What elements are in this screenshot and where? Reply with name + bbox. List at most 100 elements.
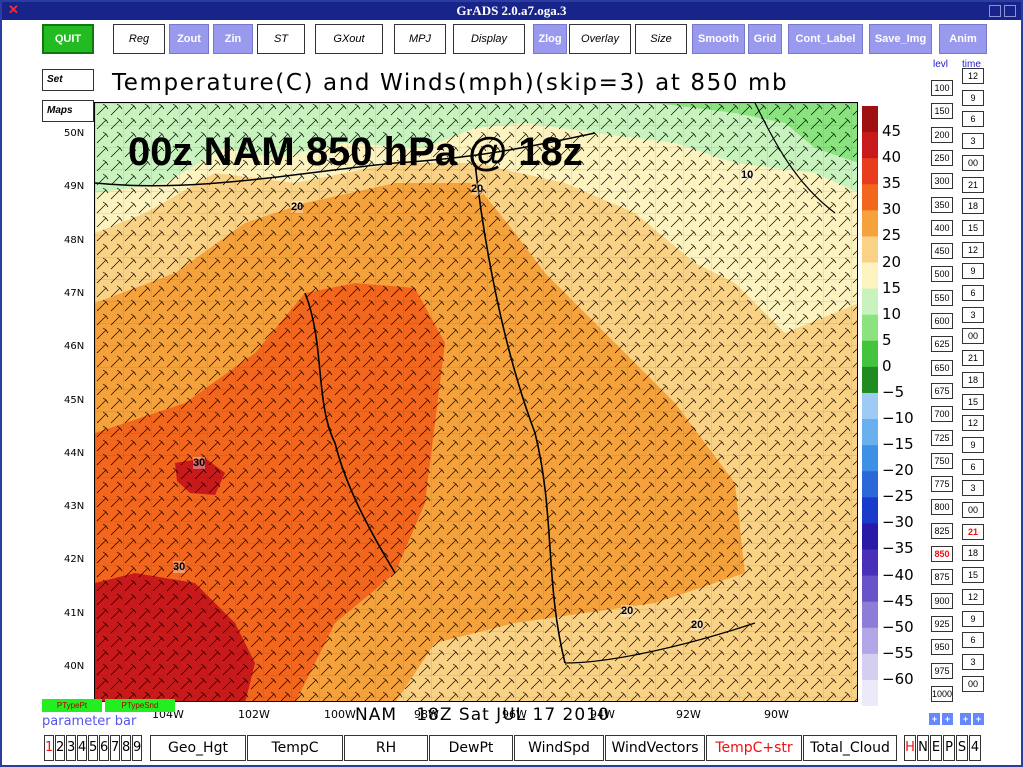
level-900-button[interactable]: 900 — [931, 592, 953, 609]
maximize-icon[interactable] — [1004, 5, 1016, 17]
time-6-button[interactable]: 6 — [962, 111, 984, 128]
level-200-button[interactable]: 200 — [931, 126, 953, 143]
toolbar-display-button[interactable]: Display — [453, 24, 525, 54]
level-prev-button[interactable]: + — [929, 713, 940, 725]
time-18-button[interactable]: 18 — [962, 371, 984, 388]
toolbar-grid-button[interactable]: Grid — [748, 24, 782, 54]
level-250-button[interactable]: 250 — [931, 149, 953, 166]
level-775-button[interactable]: 775 — [931, 476, 953, 493]
time-3-button[interactable]: 3 — [962, 133, 984, 150]
toolbar-zlog-button[interactable]: Zlog — [533, 24, 567, 54]
toolbar-st-button[interactable]: ST — [257, 24, 305, 54]
time-9-button[interactable]: 9 — [962, 263, 984, 280]
time-00-button[interactable]: 00 — [962, 154, 984, 171]
level-850-button[interactable]: 850 — [931, 546, 953, 562]
level-750-button[interactable]: 750 — [931, 452, 953, 469]
param-rh-button[interactable]: RH — [344, 735, 428, 761]
digit-2-button[interactable]: 2 — [55, 735, 65, 761]
time-6-button[interactable]: 6 — [962, 285, 984, 301]
level-300-button[interactable]: 300 — [931, 173, 953, 190]
param-tempc-button[interactable]: TempC — [247, 735, 343, 761]
time-18-button[interactable]: 18 — [962, 545, 984, 562]
param-geo-hgt-button[interactable]: Geo_Hgt — [150, 735, 246, 761]
digit-6-button[interactable]: 6 — [99, 735, 109, 761]
toolbar-size-button[interactable]: Size — [635, 24, 687, 54]
toolbar-gxout-button[interactable]: GXout — [315, 24, 383, 54]
minimize-icon[interactable] — [989, 5, 1001, 17]
digit-1-button[interactable]: 1 — [44, 735, 54, 761]
time-3-button[interactable]: 3 — [962, 306, 984, 323]
digit-7-button[interactable]: 7 — [110, 735, 120, 761]
digit-4-button[interactable]: 4 — [77, 735, 87, 761]
time-9-button[interactable]: 9 — [962, 610, 984, 627]
time-12-button[interactable]: 12 — [962, 241, 984, 258]
maps-button[interactable]: Maps — [42, 100, 94, 122]
level-875-button[interactable]: 875 — [931, 569, 953, 586]
time-21-button[interactable]: 21 — [962, 350, 984, 367]
level-725-button[interactable]: 725 — [931, 429, 953, 446]
mode-e-button[interactable]: E — [930, 735, 942, 761]
level-600-button[interactable]: 600 — [931, 313, 953, 329]
digit-8-button[interactable]: 8 — [121, 735, 131, 761]
level-500-button[interactable]: 500 — [931, 266, 953, 283]
level-100-button[interactable]: 100 — [931, 80, 953, 96]
time-3-button[interactable]: 3 — [962, 653, 984, 670]
ptype-snd-button[interactable]: PTypeSnd — [105, 699, 175, 712]
time-9-button[interactable]: 9 — [962, 89, 984, 106]
time-12-button[interactable]: 12 — [962, 68, 984, 84]
level-625-button[interactable]: 625 — [931, 336, 953, 353]
time-prev-button[interactable]: + — [960, 713, 971, 725]
time-6-button[interactable]: 6 — [962, 458, 984, 475]
toolbar-zin-button[interactable]: Zin — [213, 24, 253, 54]
time-15-button[interactable]: 15 — [962, 393, 984, 410]
time-18-button[interactable]: 18 — [962, 198, 984, 215]
toolbar-anim-button[interactable]: Anim — [939, 24, 987, 54]
mode-s-button[interactable]: S — [956, 735, 968, 761]
toolbar-zout-button[interactable]: Zout — [169, 24, 209, 54]
time-15-button[interactable]: 15 — [962, 219, 984, 236]
time-00-button[interactable]: 00 — [962, 675, 984, 692]
time-21-button[interactable]: 21 — [962, 523, 984, 540]
level-800-button[interactable]: 800 — [931, 499, 953, 516]
digit-5-button[interactable]: 5 — [88, 735, 98, 761]
level-675-button[interactable]: 675 — [931, 382, 953, 399]
time-21-button[interactable]: 21 — [962, 176, 984, 193]
param-dewpt-button[interactable]: DewPt — [429, 735, 513, 761]
level-400-button[interactable]: 400 — [931, 219, 953, 236]
mode-p-button[interactable]: P — [943, 735, 955, 761]
toolbar-quit-button[interactable]: QUIT — [42, 24, 94, 54]
time-00-button[interactable]: 00 — [962, 502, 984, 518]
time-9-button[interactable]: 9 — [962, 436, 984, 453]
param-tempc-str-button[interactable]: TempC+str — [706, 735, 802, 761]
digit-3-button[interactable]: 3 — [66, 735, 76, 761]
level-700-button[interactable]: 700 — [931, 406, 953, 423]
param-windspd-button[interactable]: WindSpd — [514, 735, 604, 761]
level-825-button[interactable]: 825 — [931, 522, 953, 539]
toolbar-reg-button[interactable]: Reg — [113, 24, 165, 54]
level-450-button[interactable]: 450 — [931, 243, 953, 260]
time-6-button[interactable]: 6 — [962, 632, 984, 649]
level-950-button[interactable]: 950 — [931, 639, 953, 656]
time-next-button[interactable]: + — [973, 713, 984, 725]
time-15-button[interactable]: 15 — [962, 567, 984, 584]
level-550-button[interactable]: 550 — [931, 289, 953, 306]
level-350-button[interactable]: 350 — [931, 196, 953, 213]
close-icon[interactable]: ✕ — [8, 2, 19, 17]
time-12-button[interactable]: 12 — [962, 415, 984, 432]
time-12-button[interactable]: 12 — [962, 588, 984, 605]
level-1000-button[interactable]: 1000 — [931, 685, 953, 702]
time-3-button[interactable]: 3 — [962, 480, 984, 497]
mode-n-button[interactable]: N — [917, 735, 929, 761]
toolbar-mpj-button[interactable]: MPJ — [394, 24, 446, 54]
set-button[interactable]: Set — [42, 69, 94, 91]
level-150-button[interactable]: 150 — [931, 103, 953, 120]
time-00-button[interactable]: 00 — [962, 328, 984, 345]
toolbar-overlay-button[interactable]: Overlay — [569, 24, 631, 54]
level-925-button[interactable]: 925 — [931, 615, 953, 632]
param-windvectors-button[interactable]: WindVectors — [605, 735, 705, 761]
toolbar-cont-label-button[interactable]: Cont_Label — [788, 24, 863, 54]
toolbar-smooth-button[interactable]: Smooth — [692, 24, 745, 54]
param-total-cloud-button[interactable]: Total_Cloud — [803, 735, 897, 761]
digit-9-button[interactable]: 9 — [132, 735, 142, 761]
mode-4-button[interactable]: 4 — [969, 735, 981, 761]
